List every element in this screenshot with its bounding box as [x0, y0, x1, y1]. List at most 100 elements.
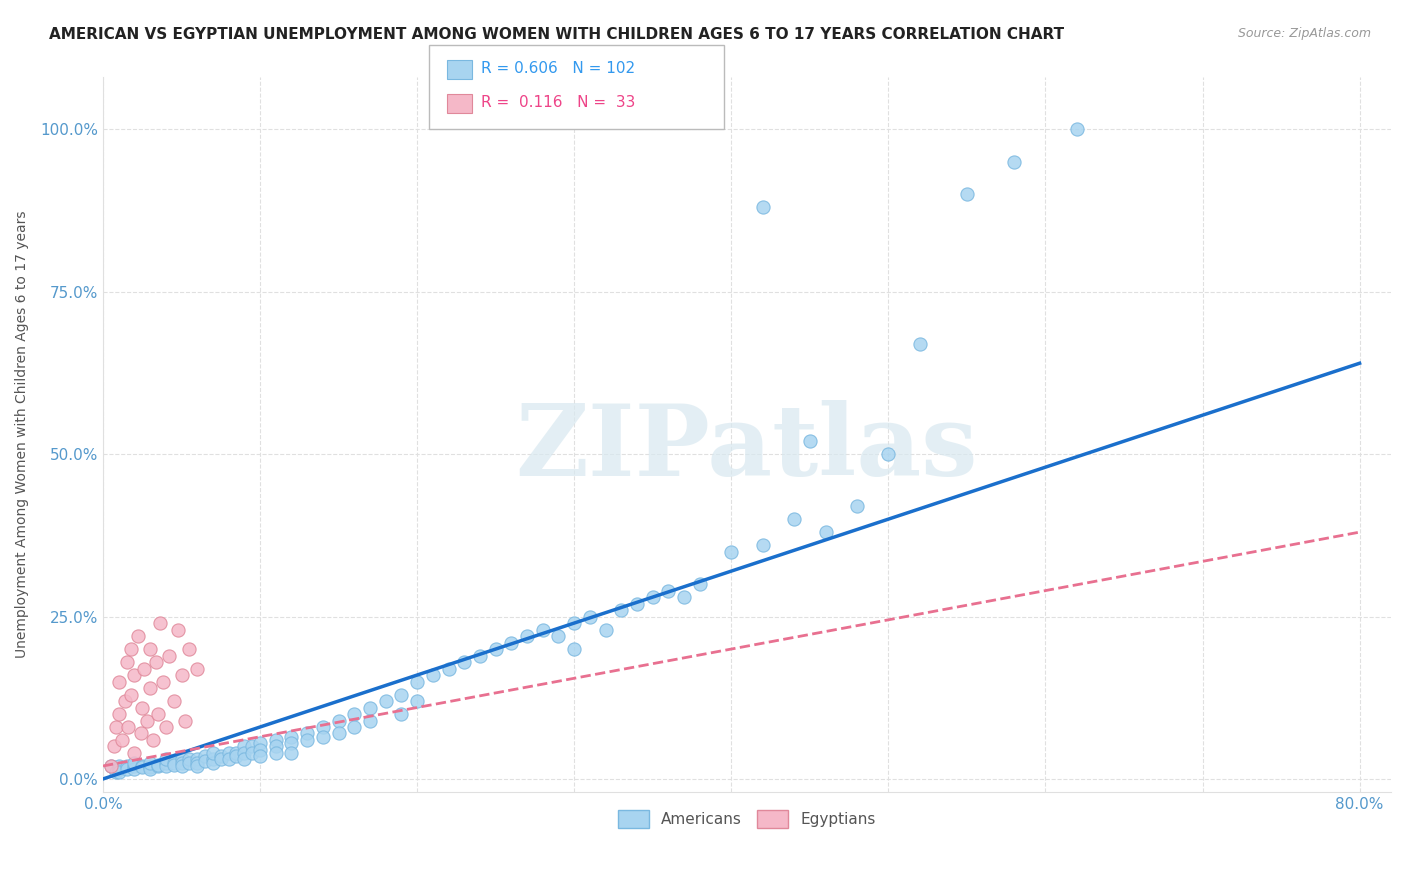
Point [406, 674, 429, 689]
Point [218, 752, 240, 766]
Point [124, 756, 146, 770]
Point [163, 694, 186, 708]
Point [280, 746, 302, 760]
Point [1066, 122, 1088, 136]
Point [437, 661, 460, 675]
Point [155, 752, 177, 766]
Point [295, 726, 318, 740]
Point [209, 752, 232, 766]
Point [233, 746, 256, 760]
Point [359, 714, 381, 728]
Point [167, 623, 190, 637]
Point [328, 726, 350, 740]
Point [1002, 154, 1025, 169]
Point [249, 749, 271, 764]
Point [240, 746, 263, 760]
Point [163, 757, 186, 772]
Point [280, 736, 302, 750]
Point [579, 609, 602, 624]
Point [107, 706, 129, 721]
Point [170, 756, 193, 770]
Point [103, 739, 125, 754]
Point [131, 760, 153, 774]
Point [115, 655, 138, 669]
Point [751, 200, 773, 214]
Point [115, 762, 138, 776]
Point [626, 597, 648, 611]
Point [155, 720, 177, 734]
Point [240, 739, 263, 754]
Point [783, 512, 806, 526]
Point [295, 733, 318, 747]
Point [179, 642, 201, 657]
Point [264, 746, 287, 760]
Legend: Americans, Egyptians: Americans, Egyptians [613, 804, 882, 834]
Point [908, 336, 931, 351]
Point [152, 674, 174, 689]
Point [641, 590, 664, 604]
Point [146, 706, 169, 721]
Point [163, 756, 186, 770]
Point [100, 759, 122, 773]
Point [132, 661, 155, 675]
Point [391, 688, 413, 702]
Point [139, 681, 162, 695]
Point [120, 642, 142, 657]
Point [312, 730, 335, 744]
Point [359, 700, 381, 714]
Point [124, 759, 146, 773]
Point [201, 756, 224, 770]
Point [547, 629, 569, 643]
Point [145, 655, 167, 669]
Point [146, 759, 169, 773]
Point [104, 765, 127, 780]
Point [280, 730, 302, 744]
Point [139, 756, 162, 770]
Point [104, 720, 127, 734]
Point [131, 759, 153, 773]
Point [406, 694, 429, 708]
Point [225, 749, 247, 764]
Point [218, 746, 240, 760]
Point [170, 752, 193, 766]
Point [124, 746, 146, 760]
Point [127, 629, 149, 643]
Point [139, 759, 162, 773]
Point [115, 759, 138, 773]
Point [233, 752, 256, 766]
Point [233, 739, 256, 754]
Point [264, 739, 287, 754]
Point [877, 447, 900, 461]
Point [374, 694, 396, 708]
Point [312, 720, 335, 734]
Point [814, 525, 837, 540]
Text: AMERICAN VS EGYPTIAN UNEMPLOYMENT AMONG WOMEN WITH CHILDREN AGES 6 TO 17 YEARS C: AMERICAN VS EGYPTIAN UNEMPLOYMENT AMONG … [49, 27, 1064, 42]
Point [148, 616, 170, 631]
Text: ZIPatlas: ZIPatlas [516, 401, 979, 498]
Point [225, 746, 247, 760]
Point [328, 714, 350, 728]
Point [391, 706, 413, 721]
Point [114, 694, 136, 708]
Point [209, 749, 232, 764]
Point [179, 752, 201, 766]
Point [249, 743, 271, 757]
Point [186, 752, 208, 766]
Point [131, 700, 153, 714]
Point [201, 746, 224, 760]
Point [139, 762, 162, 776]
Point [468, 648, 491, 663]
Point [100, 759, 122, 773]
Text: Source: ZipAtlas.com: Source: ZipAtlas.com [1237, 27, 1371, 40]
Point [117, 720, 139, 734]
Point [562, 616, 585, 631]
Point [136, 714, 159, 728]
Y-axis label: Unemployment Among Women with Children Ages 6 to 17 years: Unemployment Among Women with Children A… [15, 211, 30, 658]
Point [157, 648, 180, 663]
Point [179, 756, 201, 770]
Point [146, 757, 169, 772]
Point [264, 733, 287, 747]
Point [956, 187, 979, 202]
Point [673, 590, 696, 604]
Point [124, 668, 146, 682]
